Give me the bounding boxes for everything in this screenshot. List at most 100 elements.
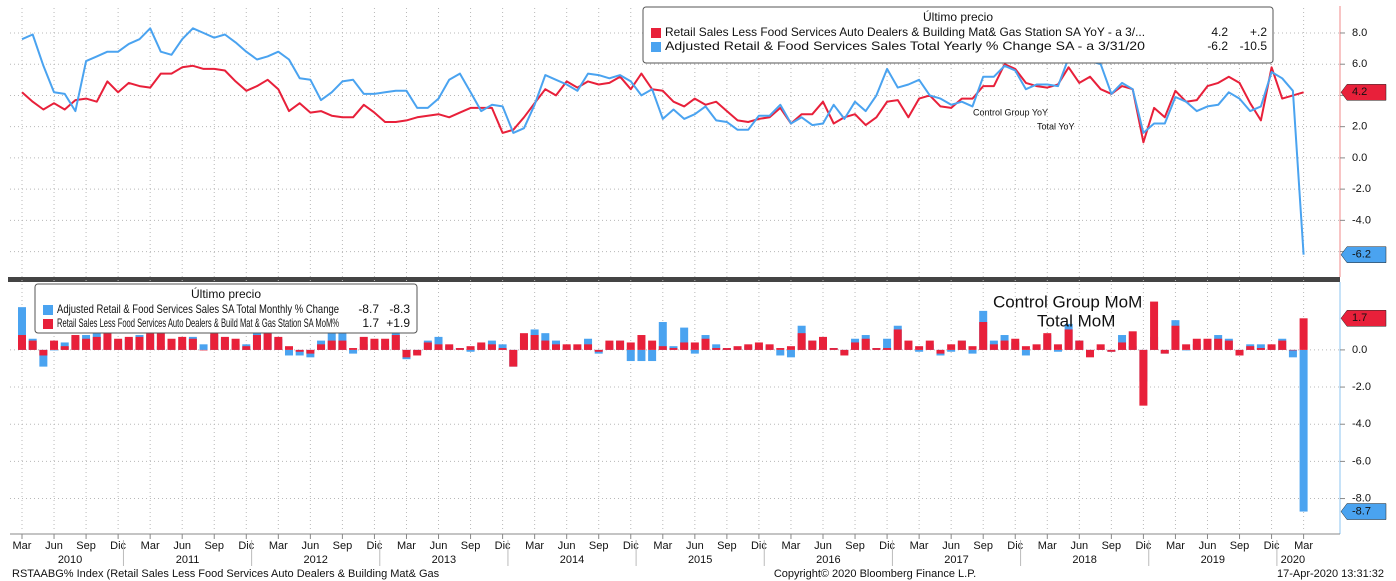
bar	[797, 333, 806, 350]
bar	[1075, 340, 1084, 350]
bar	[167, 338, 176, 350]
bar	[402, 349, 411, 358]
bar	[1256, 348, 1265, 350]
x-tick-label: Mar	[910, 540, 929, 552]
bar	[274, 336, 283, 350]
last-value-tag	[1340, 503, 1387, 520]
bar	[1278, 340, 1287, 350]
x-tick-label: Sep	[973, 540, 993, 552]
x-year-label: 2016	[816, 554, 840, 566]
x-tick-label: Mar	[1038, 540, 1057, 552]
bar	[915, 346, 924, 350]
bar	[199, 349, 208, 351]
bar	[765, 344, 774, 350]
legend-last-value: 1.7	[362, 316, 379, 330]
bar	[562, 344, 571, 350]
bar	[947, 344, 956, 350]
x-tick-label: Sep	[1230, 540, 1250, 552]
y-tick-label: 8.0	[1352, 27, 1367, 39]
legend-change: +1.9	[386, 316, 410, 330]
bar	[925, 340, 934, 350]
y-tick-label: -2.0	[1352, 183, 1371, 195]
series-line	[21, 63, 1304, 144]
legend-label: Retail Sales Less Food Services Auto Dea…	[665, 25, 1145, 39]
bar	[1256, 344, 1265, 350]
x-tick-label: Mar	[1166, 540, 1185, 552]
bar	[423, 342, 432, 350]
bar	[1128, 331, 1137, 350]
bar	[968, 346, 977, 350]
bar	[701, 338, 710, 350]
bar	[1182, 349, 1191, 351]
y-tick-label: 0.0	[1352, 152, 1367, 164]
x-tick-label: Sep	[76, 540, 96, 552]
bar	[658, 346, 667, 350]
x-tick-label: Jun	[1199, 540, 1217, 552]
bar	[434, 336, 443, 350]
bar	[445, 344, 454, 350]
x-tick-label: Mar	[141, 540, 160, 552]
bar	[584, 344, 593, 350]
bar	[947, 349, 956, 352]
legend-swatch	[651, 28, 661, 38]
bar	[519, 333, 528, 350]
bar	[18, 307, 26, 350]
x-tick-label: Mar	[653, 540, 672, 552]
last-value-label: 1.7	[1352, 312, 1367, 324]
bar	[295, 349, 304, 356]
bar	[295, 349, 304, 352]
bar	[616, 340, 625, 350]
bar	[776, 348, 785, 350]
bar	[455, 348, 464, 350]
bar	[605, 340, 614, 350]
bar	[1182, 344, 1191, 350]
bar	[466, 346, 475, 350]
legend-last-value: 4.2	[1211, 25, 1228, 39]
bar	[114, 338, 123, 350]
x-tick-label: Sep	[589, 540, 609, 552]
bar	[1086, 349, 1094, 358]
bar	[413, 349, 422, 356]
x-tick-label: Mar	[525, 540, 544, 552]
legend-swatch	[43, 305, 53, 315]
bar	[1139, 349, 1148, 406]
y-tick-label: 6.0	[1352, 58, 1367, 70]
x-tick-label: Jun	[814, 540, 832, 552]
bar	[1032, 344, 1041, 350]
bar	[231, 338, 240, 350]
bar	[1235, 349, 1244, 356]
bar	[872, 348, 881, 350]
bar	[1299, 349, 1308, 512]
x-tick-label: Dic	[366, 540, 382, 552]
bar	[39, 349, 48, 356]
footer-left: RSTAABG% Index (Retail Sales Less Food S…	[12, 568, 440, 580]
x-tick-label: Mar	[269, 540, 288, 552]
bar	[829, 348, 838, 350]
x-tick-label: Sep	[1102, 540, 1122, 552]
legend-swatch	[43, 319, 53, 329]
x-tick-label: Jun	[558, 540, 576, 552]
bar	[1171, 325, 1180, 350]
bar	[18, 335, 26, 350]
bar	[1064, 329, 1073, 350]
bar	[883, 338, 892, 350]
x-year-label: 2013	[432, 554, 456, 566]
bar	[391, 335, 400, 350]
bar	[252, 335, 261, 350]
bar	[680, 342, 689, 350]
x-tick-label: Dic	[623, 540, 639, 552]
bar	[626, 342, 635, 350]
bar	[434, 344, 443, 350]
bar	[722, 348, 731, 350]
bar	[712, 344, 721, 350]
bar	[1107, 349, 1116, 352]
x-tick-label: Mar	[13, 540, 32, 552]
x-tick-label: Sep	[845, 540, 865, 552]
y-tick-label: -2.0	[1352, 381, 1371, 393]
x-tick-label: Dic	[1007, 540, 1023, 552]
bar	[669, 348, 678, 350]
bar	[338, 340, 347, 350]
bar	[124, 336, 133, 350]
bar	[146, 333, 155, 350]
bar	[648, 349, 657, 362]
